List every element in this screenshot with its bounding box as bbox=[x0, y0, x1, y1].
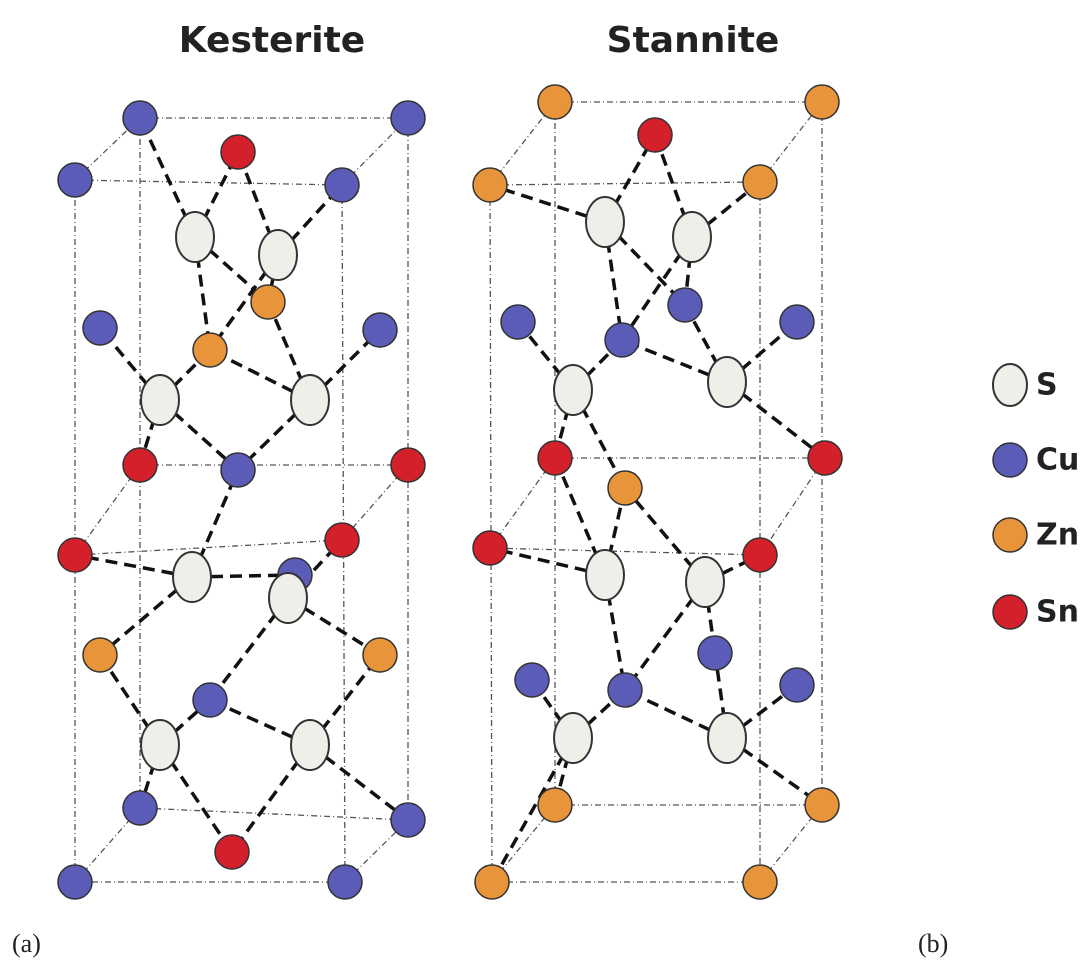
atom-cu bbox=[122, 100, 158, 136]
atom-s bbox=[140, 374, 180, 426]
atom-zn bbox=[607, 470, 643, 506]
legend-label: Zn bbox=[1036, 518, 1079, 553]
atom-cu bbox=[514, 662, 550, 698]
stannite-title: Stannite bbox=[607, 20, 780, 61]
kesterite-title: Kesterite bbox=[179, 20, 365, 61]
atom-s bbox=[290, 719, 330, 771]
cell-edge bbox=[74, 179, 343, 186]
atom-sn bbox=[390, 447, 426, 483]
atom-zn bbox=[250, 284, 286, 320]
atom-zn bbox=[537, 787, 573, 823]
legend-label: Cu bbox=[1036, 443, 1079, 478]
atom-cu bbox=[327, 864, 363, 900]
legend-cu-symbol bbox=[992, 442, 1028, 478]
atom-cu bbox=[667, 287, 703, 323]
atom-zn bbox=[742, 164, 778, 200]
atom-sn bbox=[472, 530, 508, 566]
atoms bbox=[57, 84, 843, 900]
atom-s bbox=[172, 551, 212, 603]
atom-s bbox=[553, 364, 593, 416]
bond bbox=[516, 320, 575, 392]
atom-cu bbox=[604, 322, 640, 358]
atom-cu bbox=[324, 167, 360, 203]
cell-edge bbox=[139, 807, 409, 821]
cell-edge bbox=[74, 464, 141, 556]
atom-zn bbox=[472, 167, 508, 203]
atom-cu bbox=[192, 682, 228, 718]
atom-s bbox=[707, 712, 747, 764]
atom-zn bbox=[742, 864, 778, 900]
bond bbox=[690, 180, 762, 239]
atom-zn bbox=[192, 332, 228, 368]
legend-s-symbol bbox=[992, 363, 1028, 407]
bond bbox=[725, 683, 799, 740]
cell-edge bbox=[489, 181, 761, 186]
atom-s bbox=[672, 211, 712, 263]
cell-edge bbox=[489, 547, 761, 556]
legend-sn-symbol bbox=[992, 594, 1028, 630]
atom-s bbox=[707, 356, 747, 408]
atom-sn bbox=[537, 440, 573, 476]
atom-cu bbox=[57, 162, 93, 198]
atom-s bbox=[685, 556, 725, 608]
atom-cu bbox=[779, 667, 815, 703]
atom-zn bbox=[537, 84, 573, 120]
atom-s bbox=[268, 572, 308, 624]
atom-s bbox=[140, 719, 180, 771]
atom-sn bbox=[214, 834, 250, 870]
atom-zn bbox=[474, 864, 510, 900]
atom-cu bbox=[57, 864, 93, 900]
legend-label: Sn bbox=[1036, 595, 1079, 630]
cell-edge bbox=[489, 457, 556, 549]
atom-cu bbox=[362, 312, 398, 348]
atom-zn bbox=[804, 84, 840, 120]
atom-cu bbox=[390, 100, 426, 136]
atom-sn bbox=[324, 522, 360, 558]
atom-s bbox=[553, 712, 593, 764]
panel-label: (a) bbox=[12, 929, 41, 958]
bond bbox=[603, 487, 627, 576]
atom-sn bbox=[807, 440, 843, 476]
atom-sn bbox=[742, 537, 778, 573]
atom-cu bbox=[220, 452, 256, 488]
atom-s bbox=[585, 549, 625, 601]
atom-zn bbox=[362, 637, 398, 673]
atom-cu bbox=[122, 790, 158, 826]
atom-sn bbox=[220, 134, 256, 170]
atom-s bbox=[585, 196, 625, 248]
atom-zn bbox=[82, 637, 118, 673]
bond bbox=[683, 304, 729, 383]
atom-cu bbox=[779, 304, 815, 340]
atom-zn bbox=[804, 787, 840, 823]
atom-s bbox=[258, 229, 298, 281]
atom-cu bbox=[500, 304, 536, 340]
atom-sn bbox=[637, 117, 673, 153]
cell-edge bbox=[74, 539, 343, 556]
atom-sn bbox=[57, 537, 93, 573]
legend-label: S bbox=[1036, 368, 1058, 403]
atom-cu bbox=[607, 672, 643, 708]
panel-label: (b) bbox=[918, 929, 948, 958]
atom-cu bbox=[390, 802, 426, 838]
atom-s bbox=[290, 374, 330, 426]
bond bbox=[490, 737, 575, 883]
atom-s bbox=[175, 211, 215, 263]
legend-zn-symbol bbox=[992, 517, 1028, 553]
atom-cu bbox=[82, 310, 118, 346]
atom-sn bbox=[122, 447, 158, 483]
atom-cu bbox=[697, 635, 733, 671]
bond bbox=[713, 652, 729, 739]
